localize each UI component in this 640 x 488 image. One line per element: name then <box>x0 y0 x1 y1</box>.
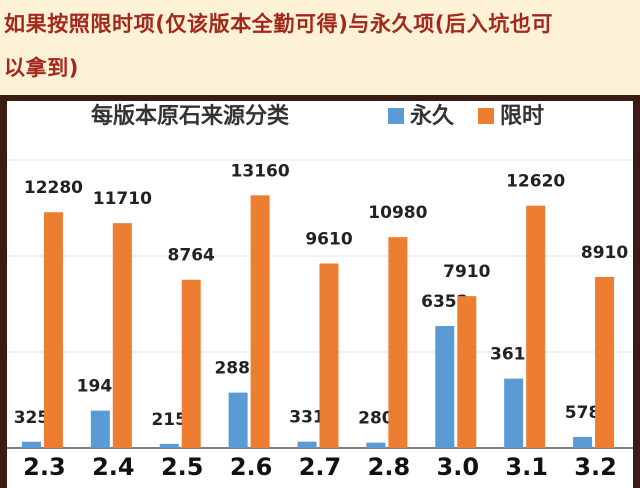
x-tick-label: 2.4 <box>92 453 135 481</box>
data-label: 12620 <box>506 172 565 192</box>
data-label: 13160 <box>231 161 290 181</box>
bar <box>595 276 615 448</box>
bar <box>250 195 270 448</box>
bar <box>90 410 110 448</box>
x-tick-label: 2.7 <box>299 453 342 481</box>
x-tick-label: 2.8 <box>368 453 411 481</box>
x-tick-label: 3.2 <box>574 453 617 481</box>
header: 如果按照限时项(仅该版本全勤可得)与永久项(后入坑也可 以拿到) <box>0 0 640 95</box>
bar <box>388 237 408 448</box>
bar <box>573 436 593 448</box>
legend-label: 永久 <box>410 103 454 129</box>
x-tick-label: 2.6 <box>230 453 273 481</box>
bar <box>297 441 317 448</box>
x-tick-label: 2.5 <box>161 453 204 481</box>
data-label: 2885 <box>214 359 261 379</box>
bar <box>159 443 179 448</box>
data-label: 215 <box>151 410 187 430</box>
chart-title: 每版本原石来源分类 <box>91 103 290 129</box>
data-label: 1946 <box>77 377 124 397</box>
bar <box>228 392 248 448</box>
bar <box>526 205 546 448</box>
data-label: 8764 <box>168 246 215 266</box>
x-tick-label: 2.3 <box>23 453 66 481</box>
bar <box>457 296 477 448</box>
bar <box>319 263 339 448</box>
legend-label: 限时 <box>500 104 544 129</box>
header-line: 以拿到) <box>4 56 79 80</box>
data-label: 9610 <box>305 229 352 249</box>
data-label: 12280 <box>24 178 83 198</box>
data-label: 7910 <box>443 262 490 282</box>
bar <box>435 326 455 448</box>
x-tick-label: 3.0 <box>437 453 480 481</box>
data-label: 331 <box>289 408 325 428</box>
data-label: 578 <box>565 403 601 423</box>
legend-swatch <box>388 108 404 124</box>
data-label: 3615 <box>490 345 537 365</box>
header-line: 如果按照限时项(仅该版本全勤可得)与永久项(后入坑也可 <box>4 12 553 36</box>
bar <box>43 212 63 448</box>
data-label: 11710 <box>93 189 152 209</box>
chart: 每版本原石来源分类 永久 限时 2.3 325 12280 2.4 1946 11710 2.5… <box>0 95 640 488</box>
bar <box>181 279 201 448</box>
data-label: 325 <box>14 408 50 428</box>
data-label: 8910 <box>581 243 628 263</box>
data-label: 280 <box>358 409 394 429</box>
bar <box>504 378 524 448</box>
bar <box>112 223 132 448</box>
data-label: 6352 <box>421 292 468 312</box>
bar <box>21 441 41 448</box>
legend-swatch <box>478 108 494 124</box>
bar <box>366 442 386 448</box>
x-tick-label: 3.1 <box>505 453 548 481</box>
data-label: 10980 <box>368 203 427 223</box>
